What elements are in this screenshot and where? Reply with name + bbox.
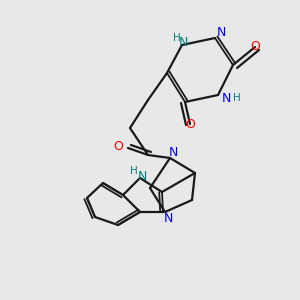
Text: N: N bbox=[221, 92, 231, 104]
Text: H: H bbox=[130, 166, 138, 176]
Text: H: H bbox=[233, 93, 241, 103]
Text: O: O bbox=[113, 140, 123, 152]
Text: N: N bbox=[137, 169, 147, 182]
Text: N: N bbox=[178, 37, 188, 50]
Text: O: O bbox=[185, 118, 195, 130]
Text: N: N bbox=[216, 26, 226, 40]
Text: N: N bbox=[168, 146, 178, 160]
Text: N: N bbox=[163, 212, 173, 226]
Text: O: O bbox=[250, 40, 260, 53]
Text: H: H bbox=[173, 33, 181, 43]
